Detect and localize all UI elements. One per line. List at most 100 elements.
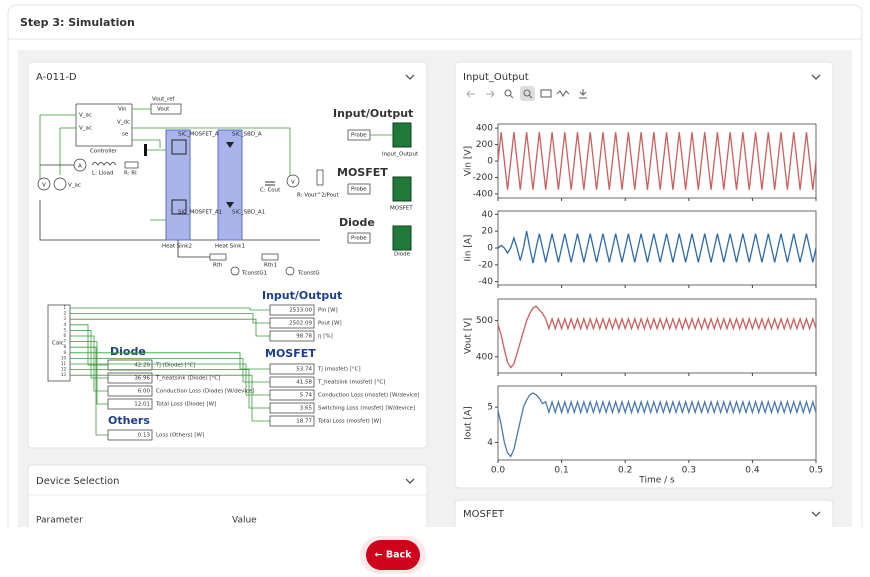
- display-value: 42.20: [134, 363, 150, 369]
- y-tick-label: 500: [476, 316, 493, 326]
- x-tick-label: 0.0: [491, 466, 506, 476]
- label: Heat Sink2: [162, 244, 192, 250]
- back-button[interactable]: [366, 540, 420, 570]
- wire: [70, 307, 270, 311]
- display-label: Total Loss (mosfet) [W]: [317, 419, 381, 425]
- display-label: Pout [W]: [318, 321, 342, 327]
- y-tick-label: -20: [478, 260, 493, 270]
- y-tick-label: 5: [487, 403, 493, 413]
- label: MOSFET: [390, 206, 413, 212]
- port-number: 6: [63, 333, 66, 338]
- wire: [70, 341, 108, 405]
- display-label: η [%]: [318, 334, 333, 340]
- circuit-labels: Vout_ref Vout Vin V_ac V_dc se V_ac Cont…: [42, 97, 419, 347]
- display-box: [269, 304, 315, 316]
- display-value: 98.78: [296, 334, 312, 340]
- display-box: [269, 317, 315, 329]
- block-heading: MOSFET: [265, 347, 316, 360]
- card-title: A-011-D: [36, 72, 77, 83]
- display-label: Tj (Diode) [°C]: [155, 363, 196, 369]
- display-value: 3.65: [300, 406, 313, 412]
- label: V: [291, 180, 295, 186]
- display-value: 53.74: [296, 367, 312, 373]
- x-tick-label: 0.2: [618, 466, 632, 476]
- wire: [70, 313, 270, 324]
- label: Vout: [157, 107, 170, 113]
- port-number: 12: [61, 367, 67, 372]
- chevron[interactable]: [811, 74, 821, 80]
- label: Controller: [90, 149, 118, 155]
- label: TconstG1: [241, 271, 267, 277]
- wire: [70, 363, 270, 396]
- display-box: [269, 402, 315, 414]
- plot-toolbar[interactable]: [466, 86, 587, 101]
- label: SiC_MOSFET_A: [178, 132, 219, 138]
- label: Heat Sink1: [215, 244, 245, 250]
- display-value: 18.77: [296, 419, 312, 425]
- display-box: [107, 429, 153, 441]
- display-value: 2533.00: [289, 308, 312, 314]
- display-label: Conduction Loss (Diode) [W/device]: [156, 389, 254, 395]
- port-number: 10: [61, 355, 67, 360]
- label: Calc: [52, 341, 64, 347]
- back-button-label[interactable]: ← Back: [375, 550, 413, 561]
- y-tick-label: 0: [487, 157, 493, 167]
- y-tick-label: -400: [473, 189, 494, 199]
- data-line: [497, 132, 817, 190]
- display-value: 12.01: [134, 402, 150, 408]
- display-box: [269, 330, 315, 342]
- chevron[interactable]: [405, 478, 415, 484]
- label: SiC_SBD_A1: [232, 210, 265, 216]
- y-axis-label: Vout [V]: [464, 318, 474, 354]
- data-line: [497, 305, 817, 369]
- chevron[interactable]: [405, 74, 415, 80]
- display-value: 5.74: [300, 393, 313, 399]
- label: SiC_SBD_A: [232, 132, 262, 138]
- plot-card: [454, 61, 834, 489]
- display-value: 0.13: [138, 433, 151, 439]
- y-tick-label: 200: [476, 140, 493, 150]
- display-value: 36.96: [134, 376, 150, 382]
- port-number: 11: [61, 361, 67, 366]
- display-value: 2502.09: [289, 321, 312, 327]
- x-tick-label: 0.4: [745, 466, 760, 476]
- label: TconstG: [297, 271, 320, 277]
- display-label: Conduction Loss (mosfet) [W/device]: [318, 393, 420, 399]
- port-number: 5: [63, 327, 66, 332]
- display-box: [269, 415, 315, 427]
- display-box: [107, 372, 153, 384]
- display-box: [107, 398, 153, 410]
- wire: [70, 324, 108, 366]
- port-number: 7: [63, 339, 66, 344]
- page-title: Step 3: Simulation: [20, 16, 135, 29]
- block-heading: Others: [108, 414, 150, 427]
- x-tick-label: 0.1: [554, 466, 568, 476]
- x-axis-label: Time / s: [638, 476, 675, 486]
- display-label: Loss (Others) [W]: [156, 433, 204, 439]
- card-title: Input_Output: [463, 72, 529, 83]
- label: V_ac: [79, 126, 92, 132]
- label: se: [122, 132, 129, 138]
- x-tick-label: 0.5: [809, 466, 823, 476]
- display-label: Switching Loss (mosfet) [W/device]: [318, 406, 415, 412]
- block-heading: Diode: [339, 216, 375, 229]
- chevron[interactable]: [811, 511, 821, 517]
- circuit-diagram: [37, 103, 412, 382]
- block-heading: Diode: [110, 345, 146, 358]
- label: Input_Output: [382, 152, 419, 158]
- column-header: Value: [232, 516, 257, 526]
- port-number: 13: [61, 372, 67, 377]
- label: A: [78, 164, 82, 170]
- block-heading: Input/Output: [262, 289, 342, 302]
- y-tick-label: 400: [476, 124, 493, 134]
- y-tick-label: 0: [487, 244, 493, 254]
- display-label: T_heatsink (Diode) [°C]: [155, 376, 220, 382]
- label: R: Vout^2/Pout: [297, 193, 340, 199]
- label: V_dc: [117, 120, 130, 126]
- display-label: Total Loss (Diode) [W]: [155, 402, 216, 408]
- x-tick-label: 0.3: [682, 466, 696, 476]
- port-number: 2: [63, 311, 66, 316]
- footer: [0, 527, 870, 577]
